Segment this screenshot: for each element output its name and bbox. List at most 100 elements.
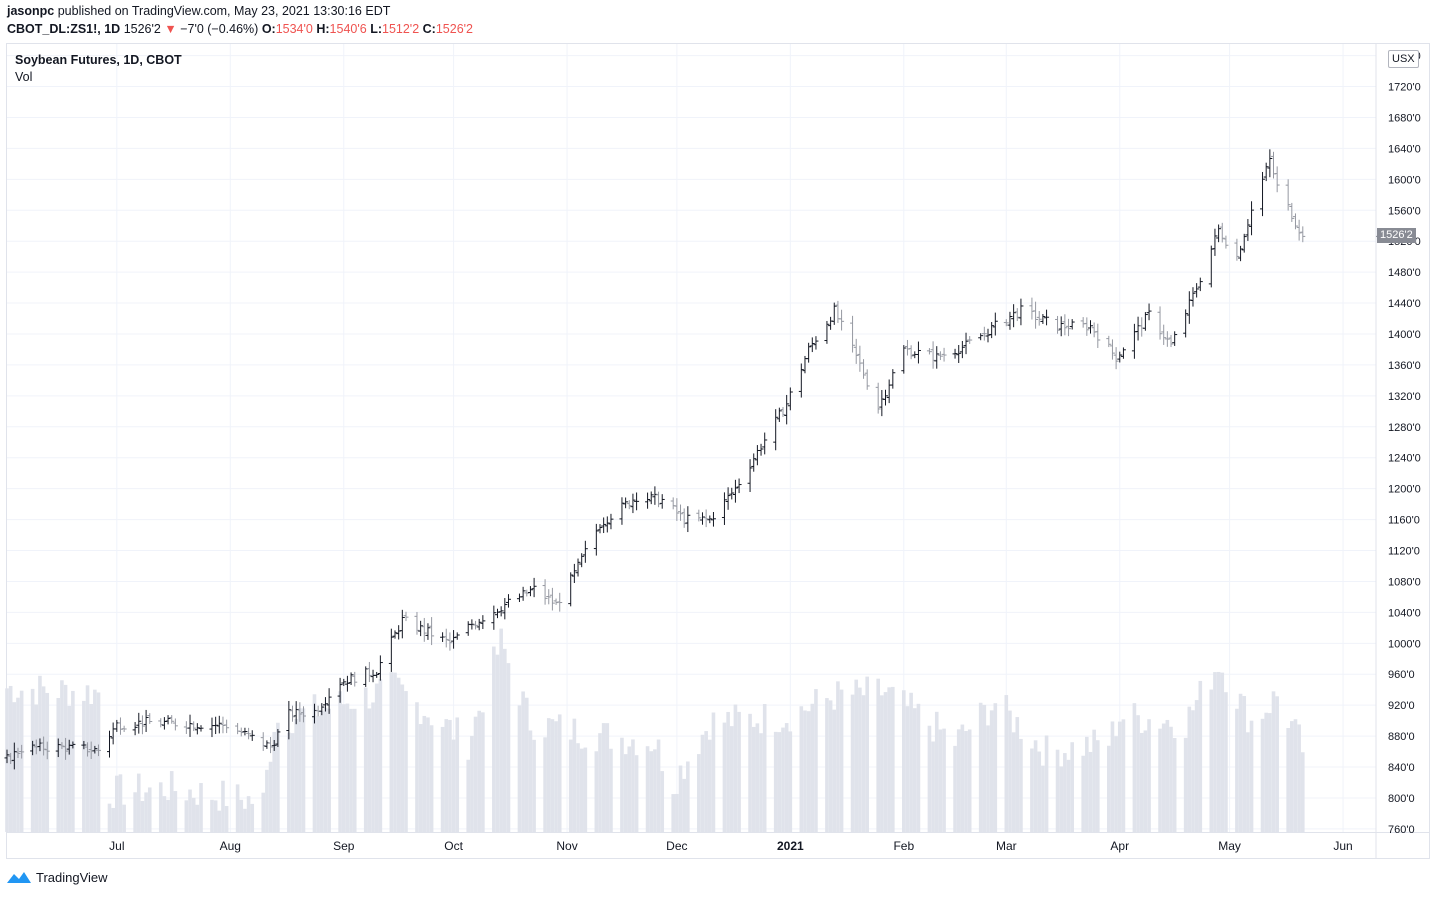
ohlc-bar: [568, 572, 574, 607]
ohlc-bar: [11, 742, 17, 770]
symbol-label: CBOT_DL:ZS1!, 1D: [7, 22, 121, 36]
volume-bar: [528, 730, 533, 832]
ohlc-bar: [172, 718, 178, 731]
volume-bar: [144, 792, 148, 832]
ohlc-bar: [626, 500, 632, 510]
ohlc-bar: [403, 611, 409, 622]
volume-bar: [737, 711, 741, 832]
ohlc-bar: [1285, 179, 1291, 211]
x-tick-label: May: [1218, 839, 1241, 853]
volume-bar: [67, 705, 72, 832]
volume-bar: [883, 692, 888, 832]
ohlc-bar: [505, 594, 511, 608]
volume-bar: [1106, 745, 1111, 832]
ohlc-bar: [377, 655, 383, 681]
volume-bar: [34, 704, 39, 832]
ohlc-bar: [1062, 314, 1068, 336]
ohlc-bar: [1234, 238, 1240, 261]
ohlc-bar: [1263, 162, 1269, 182]
volume-bar: [865, 676, 870, 832]
volume-bar: [956, 729, 961, 832]
volume-bar: [861, 695, 866, 832]
volume-bar: [609, 748, 613, 832]
x-tick-label: Feb: [893, 839, 914, 853]
ohlc-bar: [754, 445, 760, 466]
author-name[interactable]: jasonpc: [7, 4, 55, 18]
open-label: O:: [261, 22, 276, 36]
ohlc-bar: [242, 727, 248, 736]
x-tick-label: Nov: [556, 839, 577, 853]
volume-bar: [557, 714, 562, 832]
ohlc-bar: [363, 666, 369, 687]
down-triangle-icon: ▼: [164, 22, 177, 36]
ohlc-bar: [465, 621, 471, 636]
volume-bar: [678, 765, 683, 832]
ohlc-bar: [224, 719, 230, 734]
ohlc-bar: [546, 589, 552, 605]
volume-bar: [960, 724, 965, 832]
volume-bar: [550, 719, 555, 832]
ohlc-bar: [787, 387, 793, 411]
volume-bar: [122, 804, 126, 832]
ohlc-bar: [978, 333, 984, 341]
volume-bar: [777, 732, 782, 832]
ohlc-bar: [937, 351, 943, 361]
volume-bar: [312, 694, 317, 832]
ohlc-bar: [1164, 331, 1170, 347]
ohlc-bar: [619, 497, 625, 525]
y-tick-label: 920'0: [1388, 700, 1415, 712]
ohlc-bar: [147, 713, 153, 724]
ohlc-bar: [670, 497, 676, 510]
ohlc-bar: [418, 620, 424, 637]
ohlc-bar: [44, 741, 50, 760]
volume-bar: [916, 703, 921, 832]
close-label: C:: [422, 22, 436, 36]
volume-bar: [499, 628, 503, 832]
last-price: 1526'2: [123, 22, 161, 36]
ohlc-bar: [989, 322, 995, 339]
ohlc-bar: [290, 705, 296, 722]
ohlc-bar: [516, 593, 522, 603]
ohlc-bar: [1120, 347, 1126, 359]
volume-bar: [887, 687, 891, 832]
currency-badge[interactable]: USX: [1388, 50, 1419, 68]
volume-bar: [902, 690, 906, 832]
volume-bar: [341, 704, 346, 832]
ohlc-bar: [678, 504, 684, 521]
ohlc-bar: [1011, 304, 1017, 328]
y-tick-label: 1440'0: [1388, 298, 1421, 310]
y-tick-label: 960'0: [1388, 669, 1415, 681]
ohlc-bar: [549, 587, 555, 611]
volume-bar: [503, 648, 507, 832]
ohlc-bar: [275, 729, 281, 747]
volume-bar: [158, 782, 163, 832]
volume-bar: [1055, 749, 1060, 832]
volume-bar: [880, 695, 884, 832]
ohlc-bar: [1084, 317, 1090, 336]
volume-bar: [107, 803, 112, 832]
ohlc-bar: [967, 336, 973, 344]
volume-bar: [1161, 723, 1166, 832]
volume-bar: [268, 761, 273, 832]
ohlc-bar: [1249, 201, 1255, 236]
y-tick-label: 800'0: [1388, 793, 1415, 805]
ohlc-bar: [623, 497, 629, 509]
y-tick-label: 1200'0: [1388, 484, 1421, 496]
volume-bar: [1172, 738, 1177, 832]
volume-bar: [1194, 700, 1199, 832]
ohlc-bar: [952, 348, 958, 359]
volume-bar: [653, 749, 657, 832]
footer-brand[interactable]: TradingView: [6, 869, 108, 885]
volume-bar: [532, 739, 536, 832]
ohlc-bar: [158, 718, 164, 728]
ohlc-bar: [839, 309, 845, 331]
volume-bar: [298, 708, 302, 832]
volume-bar: [71, 690, 75, 832]
ohlc-bar: [776, 407, 782, 422]
ohlc-bar: [121, 725, 127, 732]
ohlc-bar: [985, 328, 991, 343]
ohlc-bar: [1117, 351, 1123, 363]
volume-bar: [246, 796, 251, 832]
volume-bar: [213, 800, 218, 832]
